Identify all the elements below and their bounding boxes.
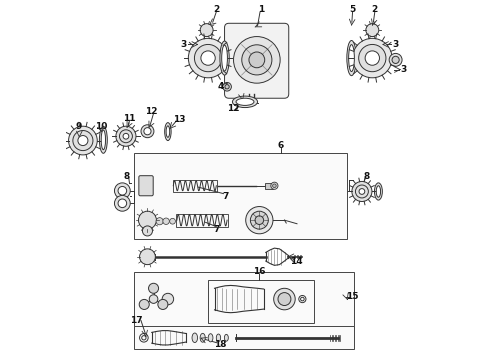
Circle shape: [250, 211, 269, 229]
FancyBboxPatch shape: [139, 176, 153, 196]
Circle shape: [200, 24, 213, 37]
Text: 2: 2: [372, 5, 378, 14]
Circle shape: [272, 184, 276, 188]
Text: 2: 2: [213, 5, 220, 14]
Ellipse shape: [220, 41, 229, 75]
Text: 7: 7: [214, 225, 220, 234]
Circle shape: [148, 283, 159, 293]
Ellipse shape: [224, 334, 228, 341]
Circle shape: [141, 125, 154, 138]
Circle shape: [118, 199, 126, 208]
Ellipse shape: [192, 333, 197, 343]
Circle shape: [162, 293, 173, 305]
Text: 6: 6: [278, 141, 284, 150]
Circle shape: [115, 195, 130, 211]
Ellipse shape: [165, 123, 171, 140]
Ellipse shape: [236, 98, 254, 105]
Circle shape: [245, 207, 273, 234]
Circle shape: [144, 128, 151, 135]
Text: 1: 1: [258, 5, 264, 14]
Circle shape: [170, 219, 175, 224]
Circle shape: [274, 288, 295, 310]
Circle shape: [392, 56, 399, 63]
Text: 3: 3: [180, 40, 186, 49]
Text: 11: 11: [123, 114, 136, 123]
Circle shape: [201, 51, 215, 65]
Ellipse shape: [101, 130, 105, 150]
Circle shape: [225, 85, 229, 89]
Bar: [176, 214, 228, 226]
Ellipse shape: [376, 186, 381, 197]
Circle shape: [149, 295, 158, 303]
Circle shape: [156, 218, 163, 225]
Text: 18: 18: [214, 341, 226, 350]
Ellipse shape: [349, 45, 354, 72]
Circle shape: [353, 39, 392, 78]
Text: 12: 12: [146, 107, 158, 116]
Circle shape: [140, 249, 155, 265]
Circle shape: [123, 134, 129, 139]
Text: 16: 16: [253, 267, 266, 276]
Circle shape: [118, 186, 126, 195]
Bar: [134, 326, 354, 349]
Circle shape: [234, 37, 280, 83]
Bar: [172, 180, 218, 192]
Circle shape: [143, 226, 152, 236]
Circle shape: [158, 300, 168, 310]
Circle shape: [163, 218, 170, 225]
Text: 17: 17: [130, 316, 143, 325]
Ellipse shape: [99, 126, 107, 153]
Text: 12: 12: [227, 104, 240, 113]
Circle shape: [139, 300, 149, 310]
Circle shape: [195, 44, 221, 72]
Bar: [208, 280, 314, 323]
Circle shape: [359, 44, 386, 72]
Ellipse shape: [221, 45, 227, 71]
Circle shape: [78, 135, 88, 145]
Text: 10: 10: [95, 122, 107, 131]
Circle shape: [242, 45, 272, 75]
Ellipse shape: [200, 333, 205, 342]
Text: 3: 3: [392, 40, 399, 49]
Bar: [134, 272, 354, 328]
Circle shape: [389, 53, 402, 66]
Circle shape: [359, 189, 365, 194]
Text: 8: 8: [364, 172, 370, 181]
Ellipse shape: [166, 126, 170, 137]
Text: 8: 8: [123, 172, 130, 181]
FancyBboxPatch shape: [266, 183, 272, 189]
Circle shape: [249, 52, 265, 68]
Circle shape: [352, 181, 372, 202]
Circle shape: [116, 126, 136, 146]
Ellipse shape: [232, 96, 258, 108]
Bar: [134, 153, 347, 239]
Ellipse shape: [208, 334, 213, 342]
Circle shape: [255, 216, 264, 225]
Text: 3: 3: [400, 65, 407, 74]
Ellipse shape: [374, 183, 382, 200]
Circle shape: [278, 293, 291, 306]
Text: 5: 5: [349, 5, 356, 14]
Circle shape: [69, 126, 97, 155]
Circle shape: [355, 185, 368, 198]
Circle shape: [366, 24, 379, 37]
Circle shape: [223, 82, 231, 91]
Circle shape: [120, 130, 132, 143]
Text: 7: 7: [223, 192, 229, 201]
FancyBboxPatch shape: [224, 23, 289, 98]
Ellipse shape: [347, 41, 356, 76]
Circle shape: [188, 39, 228, 78]
Text: 13: 13: [173, 115, 186, 124]
Circle shape: [73, 131, 93, 150]
Circle shape: [271, 182, 278, 189]
Circle shape: [365, 51, 379, 65]
Text: 4: 4: [218, 82, 224, 91]
Text: 9: 9: [75, 122, 81, 131]
Ellipse shape: [216, 334, 220, 342]
Text: 14: 14: [290, 257, 302, 266]
Text: 15: 15: [346, 292, 359, 301]
Circle shape: [139, 211, 156, 229]
Circle shape: [115, 183, 130, 199]
